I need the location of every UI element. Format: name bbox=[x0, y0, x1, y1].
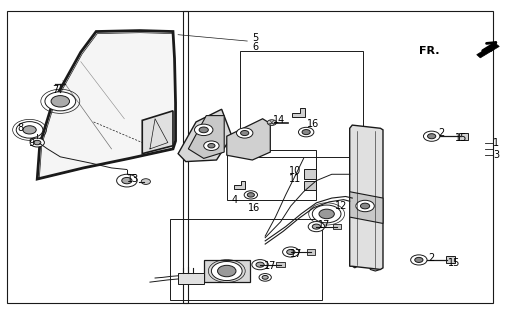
Circle shape bbox=[16, 122, 43, 138]
Circle shape bbox=[423, 131, 440, 141]
Polygon shape bbox=[227, 119, 270, 160]
Text: 1: 1 bbox=[493, 138, 499, 148]
Circle shape bbox=[30, 138, 44, 147]
Text: 2: 2 bbox=[428, 253, 435, 263]
Text: 16: 16 bbox=[307, 118, 319, 129]
Text: 9: 9 bbox=[28, 138, 34, 148]
Text: 13: 13 bbox=[127, 174, 140, 184]
Circle shape bbox=[195, 124, 213, 136]
Text: 5: 5 bbox=[252, 33, 258, 43]
Bar bbox=[277, 262, 285, 267]
Circle shape bbox=[427, 134, 436, 139]
Bar bbox=[183, 11, 493, 303]
Circle shape bbox=[302, 130, 310, 135]
Polygon shape bbox=[477, 43, 499, 58]
Text: 4: 4 bbox=[231, 195, 237, 205]
Circle shape bbox=[360, 203, 370, 209]
Circle shape bbox=[312, 224, 320, 229]
Polygon shape bbox=[39, 33, 176, 179]
Text: 14: 14 bbox=[273, 115, 286, 125]
Circle shape bbox=[312, 205, 341, 223]
Text: 17: 17 bbox=[318, 220, 331, 230]
Text: 15: 15 bbox=[455, 133, 468, 143]
Polygon shape bbox=[292, 108, 305, 117]
Text: 15: 15 bbox=[448, 258, 460, 268]
Circle shape bbox=[267, 120, 277, 125]
Circle shape bbox=[45, 92, 76, 111]
Circle shape bbox=[356, 200, 374, 212]
Circle shape bbox=[256, 262, 264, 267]
Polygon shape bbox=[142, 111, 173, 154]
Text: 11: 11 bbox=[289, 174, 301, 184]
Text: 7: 7 bbox=[52, 85, 58, 95]
Bar bbox=[170, 219, 321, 300]
Polygon shape bbox=[178, 109, 232, 162]
Circle shape bbox=[287, 250, 295, 254]
Text: 3: 3 bbox=[493, 150, 499, 160]
Circle shape bbox=[244, 191, 258, 199]
Circle shape bbox=[51, 96, 70, 107]
Circle shape bbox=[299, 127, 314, 137]
Circle shape bbox=[217, 265, 236, 277]
Polygon shape bbox=[370, 130, 381, 271]
Circle shape bbox=[241, 131, 249, 136]
Circle shape bbox=[415, 257, 423, 262]
Circle shape bbox=[199, 127, 209, 133]
Text: 8: 8 bbox=[18, 123, 24, 133]
Circle shape bbox=[236, 128, 253, 138]
Circle shape bbox=[283, 247, 299, 257]
Bar bbox=[227, 150, 316, 200]
Bar bbox=[307, 250, 315, 254]
Text: 10: 10 bbox=[289, 166, 301, 176]
Polygon shape bbox=[234, 180, 245, 188]
Circle shape bbox=[247, 193, 254, 197]
Text: 12: 12 bbox=[335, 201, 348, 211]
Text: 16: 16 bbox=[248, 203, 261, 212]
Bar bbox=[204, 260, 250, 282]
Circle shape bbox=[259, 274, 271, 281]
Text: 17: 17 bbox=[264, 261, 276, 271]
Circle shape bbox=[252, 260, 268, 270]
Text: 6: 6 bbox=[252, 42, 258, 52]
Bar bbox=[7, 11, 188, 303]
Circle shape bbox=[204, 141, 219, 150]
Polygon shape bbox=[350, 192, 383, 223]
Text: FR.: FR. bbox=[419, 45, 439, 56]
Circle shape bbox=[410, 255, 427, 265]
Bar bbox=[459, 133, 468, 140]
Circle shape bbox=[116, 174, 137, 187]
Circle shape bbox=[262, 276, 268, 279]
Circle shape bbox=[208, 143, 215, 148]
Bar bbox=[304, 169, 316, 179]
Text: 2: 2 bbox=[438, 128, 444, 138]
Bar bbox=[304, 181, 316, 190]
Circle shape bbox=[211, 261, 242, 281]
Text: 17: 17 bbox=[290, 249, 303, 259]
Bar bbox=[239, 51, 363, 157]
Circle shape bbox=[122, 178, 132, 184]
Circle shape bbox=[141, 179, 150, 184]
Bar bbox=[446, 256, 455, 263]
Circle shape bbox=[319, 209, 334, 219]
Polygon shape bbox=[350, 125, 383, 269]
Circle shape bbox=[308, 221, 324, 232]
Bar bbox=[333, 224, 341, 229]
Polygon shape bbox=[188, 116, 224, 158]
Circle shape bbox=[33, 140, 41, 145]
Polygon shape bbox=[352, 128, 357, 268]
Circle shape bbox=[23, 126, 36, 134]
Polygon shape bbox=[178, 273, 204, 284]
